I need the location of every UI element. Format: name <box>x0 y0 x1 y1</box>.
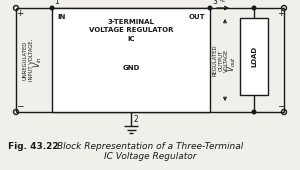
Text: 3: 3 <box>212 0 217 6</box>
Text: UNREGULATED
INPUT VOLTAGE,: UNREGULATED INPUT VOLTAGE, <box>22 39 33 81</box>
Text: IN: IN <box>57 14 65 20</box>
Text: Block Representation of a Three-Terminal
IC Voltage Regulator: Block Representation of a Three-Terminal… <box>57 142 243 161</box>
Text: REGULATED
OUTPUT
VOLTAGE: REGULATED OUTPUT VOLTAGE <box>213 44 229 76</box>
Text: −: − <box>277 101 285 110</box>
Text: −: − <box>16 101 24 110</box>
Circle shape <box>252 110 256 114</box>
Text: IC: IC <box>127 36 135 42</box>
Text: 3-TERMINAL: 3-TERMINAL <box>108 19 154 25</box>
Circle shape <box>50 6 54 10</box>
Text: Fig. 43.22: Fig. 43.22 <box>8 142 59 151</box>
Text: 2: 2 <box>134 115 139 124</box>
Bar <box>52 8 210 112</box>
Text: +: + <box>16 10 24 19</box>
Text: $I_L$: $I_L$ <box>219 0 227 5</box>
Circle shape <box>208 6 212 10</box>
Text: VOLTAGE REGULATOR: VOLTAGE REGULATOR <box>89 27 173 33</box>
Text: OUT: OUT <box>188 14 205 20</box>
Text: 1: 1 <box>54 0 59 6</box>
Text: $V_{out}$: $V_{out}$ <box>226 56 238 72</box>
Text: LOAD: LOAD <box>251 46 257 67</box>
Text: $V_{in}$: $V_{in}$ <box>32 56 44 68</box>
Bar <box>240 18 268 95</box>
Circle shape <box>252 6 256 10</box>
Text: +: + <box>277 10 285 19</box>
Text: GND: GND <box>122 65 140 71</box>
